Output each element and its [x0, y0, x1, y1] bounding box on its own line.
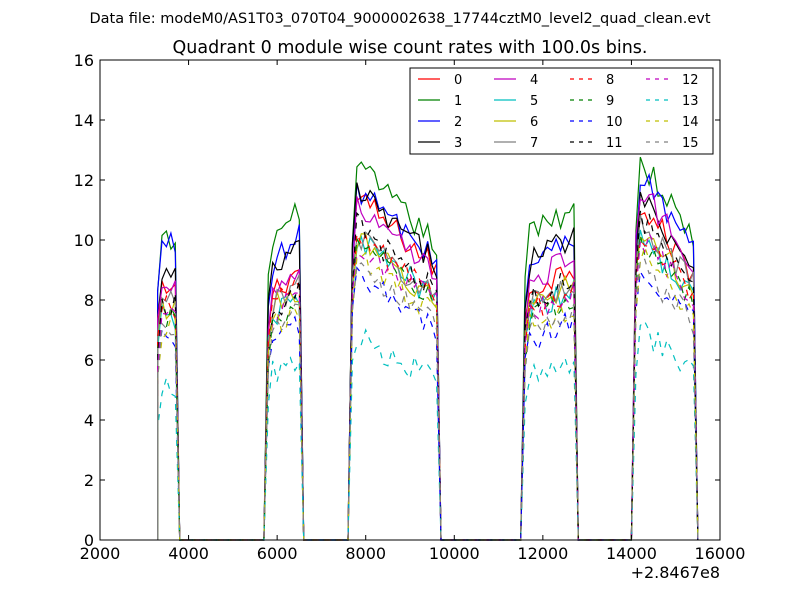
- x-tick-label: 16000: [695, 544, 746, 563]
- series-line-10: [157, 266, 699, 541]
- series-line-12: [157, 231, 699, 541]
- y-tick-label: 6: [84, 351, 94, 370]
- y-tick-label: 10: [74, 231, 94, 250]
- x-tick-label: 8000: [345, 544, 386, 563]
- legend-label-14: 14: [682, 115, 699, 130]
- legend-label-1: 1: [454, 94, 462, 109]
- series-line-3: [157, 182, 699, 541]
- series-line-4: [157, 193, 699, 541]
- legend-label-0: 0: [454, 73, 462, 88]
- series-line-7: [157, 214, 699, 541]
- series-line-2: [157, 172, 699, 541]
- legend-label-12: 12: [682, 73, 699, 88]
- legend-label-10: 10: [606, 115, 623, 130]
- legend-label-4: 4: [530, 73, 538, 88]
- legend-box: [409, 67, 714, 155]
- ticks-layer: 2000 4000 6000 8000 10000 12000 14000 16000 0 2 4 6…: [74, 51, 746, 563]
- legend-label-5: 5: [530, 94, 538, 109]
- legend-label-9: 9: [606, 94, 614, 109]
- chart-suptitle: Data file: modeM0/AS1T03_070T04_90000026…: [89, 11, 710, 27]
- y-tick-label: 2: [84, 471, 94, 490]
- legend-label-8: 8: [606, 73, 614, 88]
- y-tick-label: 0: [84, 531, 94, 550]
- chart-title: Quadrant 0 module wise count rates with …: [173, 38, 648, 58]
- legend-label-15: 15: [682, 136, 699, 151]
- series-line-5: [157, 229, 699, 541]
- legend-label-11: 11: [606, 136, 623, 151]
- x-tick-label: 12000: [517, 544, 568, 563]
- y-tick-label: 14: [74, 111, 94, 130]
- series-line-14: [157, 244, 699, 541]
- x-tick-label: 4000: [168, 544, 209, 563]
- x-tick-label: 2000: [80, 544, 121, 563]
- series-line-1: [157, 156, 699, 541]
- legend-label-6: 6: [530, 115, 538, 130]
- y-tick-label: 12: [74, 171, 94, 190]
- x-tick-label: 14000: [606, 544, 657, 563]
- series-layer: [157, 156, 699, 541]
- x-offset-label: +2.8467e8: [631, 563, 720, 582]
- series-line-13: [157, 320, 699, 541]
- plot-area: 2000 4000 6000 8000 10000 12000 14000 16000 0 2 4 6…: [74, 51, 746, 563]
- series-line-15: [157, 258, 699, 541]
- y-tick-label: 8: [84, 291, 94, 310]
- y-tick-label: 4: [84, 411, 94, 430]
- series-line-11: [157, 210, 699, 541]
- x-tick-label: 6000: [257, 544, 298, 563]
- legend-label-7: 7: [530, 136, 538, 151]
- legend-label-2: 2: [454, 115, 462, 130]
- legend-label-13: 13: [682, 94, 699, 109]
- series-line-9: [157, 234, 699, 541]
- x-tick-label: 10000: [429, 544, 480, 563]
- legend-label-3: 3: [454, 136, 462, 151]
- y-tick-label: 16: [74, 51, 94, 70]
